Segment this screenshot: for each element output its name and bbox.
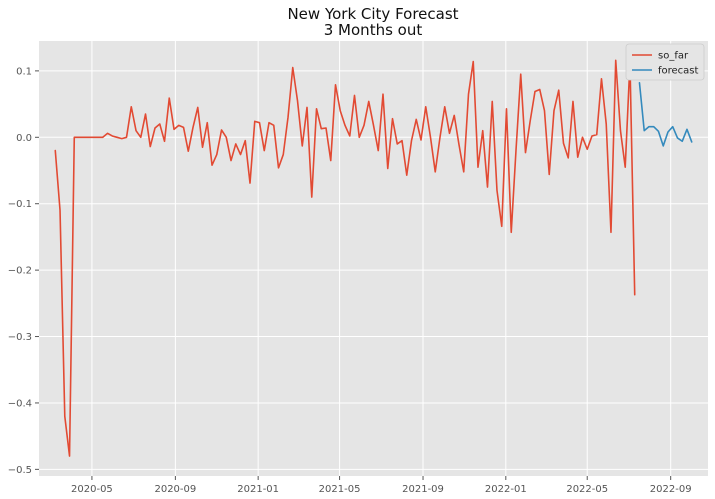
y-tick-label-0: 0.0 — [16, 133, 32, 144]
y-tick-label-neg0p5: −0.5 — [8, 465, 32, 476]
y-tick-label-0p1: 0.1 — [16, 66, 32, 77]
x-tick-label-2021-09: 2021-09 — [402, 484, 444, 495]
y-axis-ticks: 0.1 0.0 −0.1 −0.2 −0.3 −0.4 −0.5 — [8, 66, 39, 476]
legend: so_far forecast — [625, 43, 705, 81]
chart-subtitle: 3 Months out — [324, 21, 423, 39]
y-tick-label-neg0p3: −0.3 — [8, 332, 32, 343]
x-tick-label-2022-05: 2022-05 — [566, 484, 608, 495]
grid-lines — [39, 41, 708, 476]
legend-box — [625, 43, 705, 81]
series-line-forecast — [638, 82, 693, 147]
x-tick-label-2022-09: 2022-09 — [650, 484, 692, 495]
y-tick-label-neg0p4: −0.4 — [8, 398, 32, 409]
x-tick-label-2020-05: 2020-05 — [71, 484, 113, 495]
x-axis-ticks: 2020-05 2020-09 2021-01 2021-05 2021-09 2022-… — [71, 476, 692, 495]
x-tick-label-2021-01: 2021-01 — [237, 484, 279, 495]
legend-label-forecast: forecast — [658, 66, 699, 77]
chart-title: New York City Forecast — [287, 5, 458, 23]
plot-area — [39, 41, 708, 476]
y-tick-label-neg0p2: −0.2 — [8, 266, 32, 277]
series-line-so-far — [54, 59, 636, 457]
x-tick-label-2022-01: 2022-01 — [485, 484, 527, 495]
y-tick-label-neg0p1: −0.1 — [8, 199, 32, 210]
series-lines — [54, 59, 693, 457]
x-tick-label-2020-09: 2020-09 — [154, 484, 196, 495]
x-tick-label-2021-05: 2021-05 — [319, 484, 361, 495]
legend-label-so-far: so_far — [658, 51, 689, 62]
